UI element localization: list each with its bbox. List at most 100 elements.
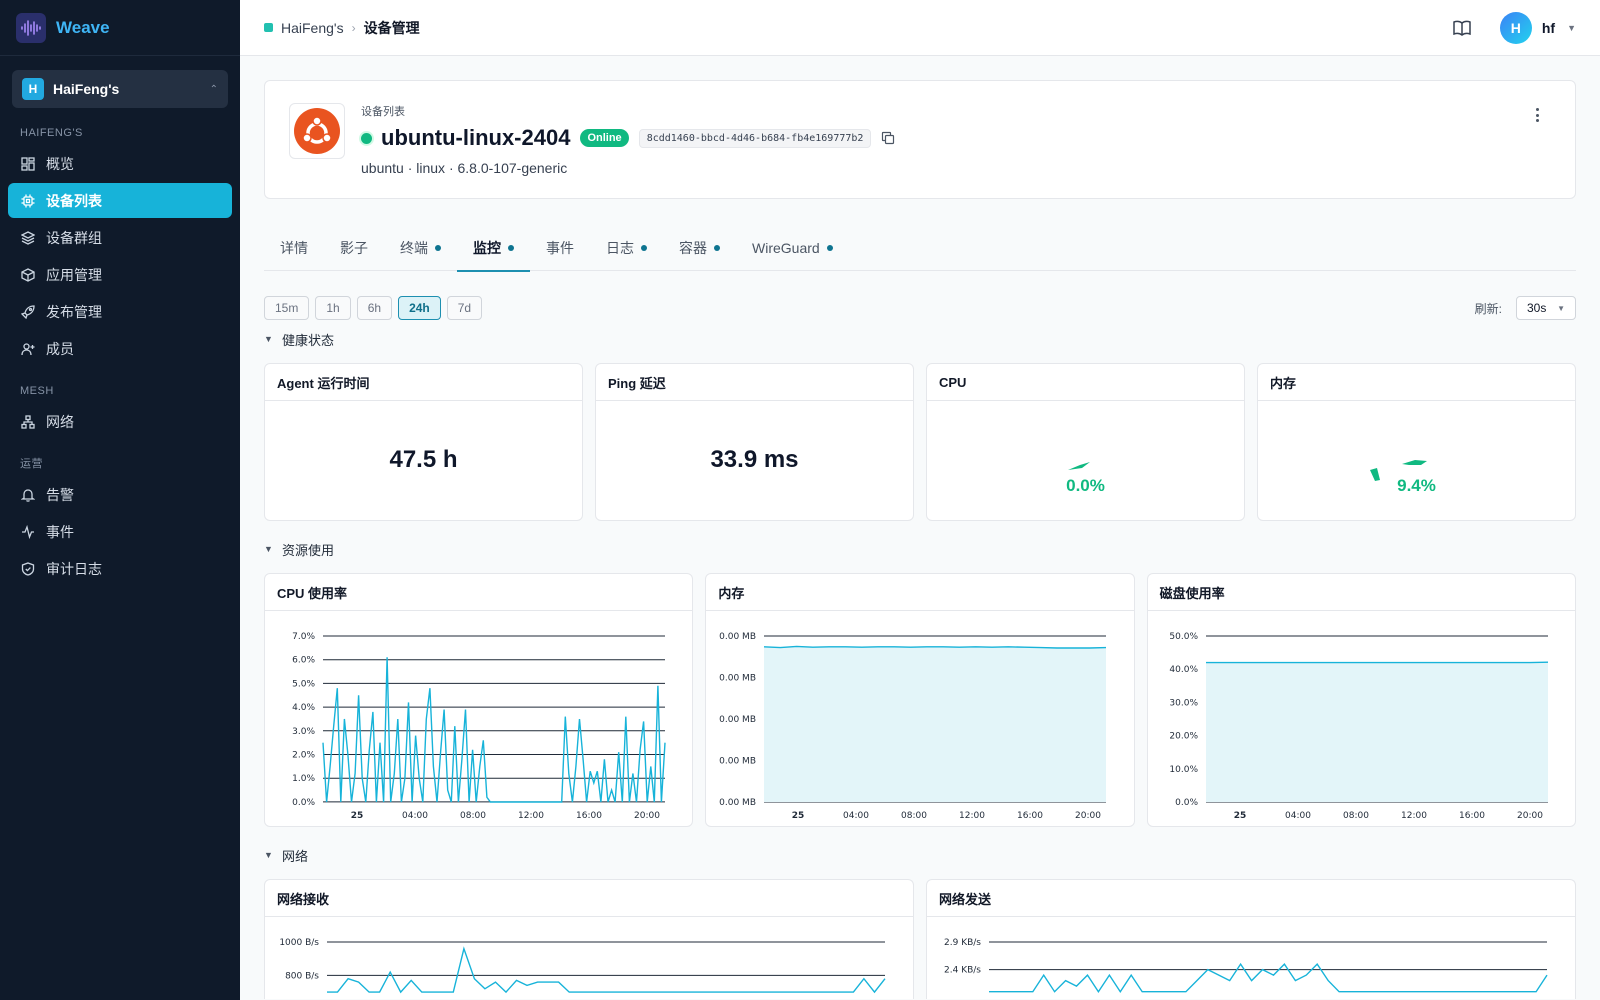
range-1h-button[interactable]: 1h [315, 296, 351, 320]
org-name: HaiFeng's [53, 81, 120, 97]
sidebar-item-devices[interactable]: 设备列表 [8, 183, 232, 218]
x-tick-label: 16:00 [576, 811, 602, 821]
section-network-toggle[interactable]: ▼ 网络 [264, 845, 1576, 865]
stat-card-cpu: CPU 0.0% [926, 363, 1245, 521]
tab-wireguard[interactable]: WireGuard [736, 225, 849, 271]
y-tick-label: 30.0% [1169, 698, 1198, 708]
y-tick-label: 0.00 MB [719, 674, 756, 684]
device-list-label[interactable]: 设备列表 [361, 106, 405, 118]
cpu-usage-chart: 7.0% 6.0% 5.0% 4.0% 3.0% 2.0% 1.0% 0.0% 25 04:00 0… [292, 632, 666, 821]
more-options-icon[interactable] [1529, 107, 1545, 123]
y-tick-label: 50.0% [1169, 632, 1198, 642]
bell-icon [20, 487, 36, 503]
x-tick-label: 04:00 [402, 811, 428, 821]
tab-shadow[interactable]: 影子 [340, 240, 368, 256]
disk-usage-chart: 50.0% 40.0% 30.0% 20.0% 10.0% 0.0% 25 04:00 08:0… [1169, 632, 1548, 821]
series-line [327, 946, 886, 994]
y-tick-label: 20.0% [1169, 732, 1198, 742]
sidebar-item-label: 发布管理 [46, 303, 102, 320]
range-24h-button[interactable]: 24h [398, 296, 441, 320]
sidebar-item-apps[interactable]: 应用管理 [8, 257, 232, 292]
tab-monitoring[interactable]: 监控 [457, 225, 530, 272]
x-tick-label: 16:00 [1459, 811, 1485, 821]
sidebar-item-alerts[interactable]: 告警 [8, 477, 232, 512]
tab-events[interactable]: 事件 [546, 240, 574, 256]
docs-book-icon[interactable] [1452, 18, 1472, 38]
sidebar-item-label: 网络 [46, 413, 74, 430]
brand-name: Weave [56, 17, 110, 37]
copy-icon[interactable] [881, 131, 895, 145]
nav-section-title: MESH [20, 385, 54, 397]
ubuntu-logo-icon [289, 103, 345, 159]
caret-down-icon[interactable]: ▼ [1567, 22, 1576, 33]
section-health-toggle[interactable]: ▼ 健康状态 [264, 329, 1576, 349]
org-switcher[interactable]: H HaiFeng's ⌃ [12, 70, 228, 108]
org-badge: H [22, 78, 44, 100]
user-plus-icon [20, 341, 36, 357]
collapse-triangle-icon: ▼ [264, 850, 273, 860]
card-title: Agent 运行时间 [265, 364, 582, 401]
section-title: 健康状态 [282, 332, 335, 348]
section-resources-toggle[interactable]: ▼ 资源使用 [264, 539, 1576, 559]
chevron-down-icon: ▼ [1557, 303, 1565, 313]
tab-terminal[interactable]: 终端 [384, 225, 457, 271]
refresh-interval-select[interactable]: 30s ▼ [1516, 296, 1576, 320]
avatar[interactable]: H [1499, 11, 1532, 44]
sidebar: Weave H HaiFeng's ⌃ HAIFENG'S 概览 设备列表 设备… [0, 0, 240, 1000]
section-title: 网络 [282, 848, 309, 864]
network-charts: 网络接收 1000 B/s 800 B/s 网络发送 2.9 KB/s 2.4 KB… [264, 879, 1576, 999]
sidebar-item-label: 概览 [46, 155, 74, 172]
sidebar-item-label: 设备列表 [46, 192, 102, 209]
y-tick-label: 2.0% [292, 751, 315, 761]
network-receive-chart: 1000 B/s 800 B/s [279, 938, 886, 994]
card-title: 网络接收 [265, 880, 913, 917]
section-title: 资源使用 [282, 542, 335, 558]
gauge-value: 9.4% [1397, 476, 1436, 495]
x-tick-label: 20:00 [1075, 811, 1101, 821]
package-icon [20, 267, 36, 283]
brand[interactable]: Weave [0, 0, 240, 56]
sidebar-item-label: 告警 [46, 486, 74, 503]
y-tick-label: 2.4 KB/s [944, 966, 981, 976]
tab-details[interactable]: 详情 [280, 240, 308, 256]
breadcrumb-org[interactable]: HaiFeng's [281, 19, 344, 36]
device-tabs: 详情 影子 终端 监控 事件 日志 容器 WireGuard [264, 225, 1576, 272]
series-line [322, 657, 666, 803]
sidebar-item-members[interactable]: 成员 [8, 331, 232, 366]
chevron-right-icon: › [351, 20, 356, 35]
sidebar-item-releases[interactable]: 发布管理 [8, 294, 232, 329]
activity-icon [20, 524, 36, 540]
chart-card-cpu: CPU 使用率 7.0% 6.0% 5.0% 4.0% 3.0% 2.0% 1.0% 0.0%… [264, 573, 694, 827]
device-subtitle: ubuntu · linux · 6.8.0-107-generic [361, 160, 568, 176]
sidebar-item-events[interactable]: 事件 [8, 514, 232, 549]
tab-containers[interactable]: 容器 [663, 225, 736, 271]
card-title: 内存 [706, 574, 1134, 611]
sidebar-item-network[interactable]: 网络 [8, 404, 232, 439]
nav-section-title: HAIFENG'S [20, 127, 83, 139]
x-tick-label: 08:00 [901, 811, 927, 821]
card-title: CPU 使用率 [265, 574, 693, 611]
refresh-value: 30s [1527, 301, 1547, 315]
y-tick-label: 6.0% [292, 656, 315, 666]
tab-logs[interactable]: 日志 [590, 225, 663, 271]
breadcrumb-current: 设备管理 [363, 19, 420, 36]
sidebar-item-overview[interactable]: 概览 [8, 146, 232, 181]
card-title: 网络发送 [927, 880, 1575, 917]
sidebar-item-audit-log[interactable]: 审计日志 [8, 551, 232, 586]
x-tick-label: 12:00 [518, 811, 544, 821]
sidebar-item-label: 设备群组 [46, 229, 102, 246]
sidebar-item-device-groups[interactable]: 设备群组 [8, 220, 232, 255]
username[interactable]: hf [1541, 19, 1556, 36]
y-tick-label: 5.0% [292, 679, 315, 689]
x-tick-label: 25 [1233, 811, 1246, 821]
rocket-icon [20, 304, 36, 320]
range-6h-button[interactable]: 6h [356, 296, 393, 320]
weave-logo-icon [16, 12, 46, 43]
x-tick-label: 12:00 [959, 811, 985, 821]
range-15m-button[interactable]: 15m [264, 296, 310, 320]
range-7d-button[interactable]: 7d [446, 296, 483, 320]
x-tick-label: 04:00 [1285, 811, 1311, 821]
online-status-dot [361, 132, 372, 144]
network-send-chart: 2.9 KB/s 2.4 KB/s [944, 938, 1548, 993]
card-title: Ping 延迟 [596, 364, 913, 401]
